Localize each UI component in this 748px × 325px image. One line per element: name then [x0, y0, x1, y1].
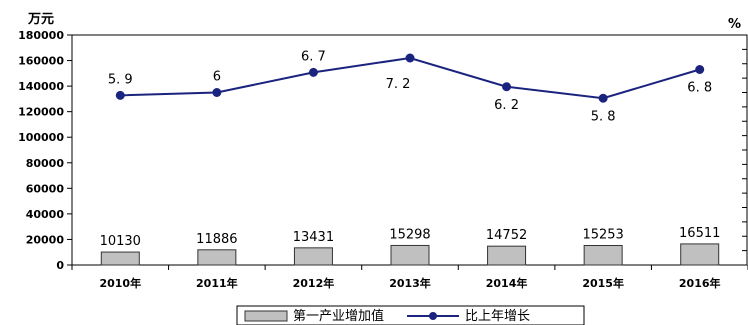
growth-data-label: 7. 2	[386, 77, 411, 92]
growth-data-label: 6	[213, 70, 221, 85]
legend-line-marker	[429, 312, 437, 320]
x-tick-label: 2015年	[582, 276, 624, 290]
y-tick-label: 60000	[26, 182, 65, 195]
y-tick-label: 20000	[26, 233, 65, 246]
growth-point	[502, 82, 512, 92]
growth-point	[598, 93, 608, 103]
x-tick-label: 2011年	[196, 276, 238, 290]
growth-data-label: 5. 8	[591, 109, 616, 124]
y-tick-label: 80000	[26, 157, 65, 170]
growth-data-label: 6. 2	[494, 98, 519, 113]
bar-data-label: 14752	[486, 228, 527, 243]
bar	[583, 245, 623, 266]
legend-bar-label: 第一产业增加值	[293, 308, 384, 324]
y-tick-label: 40000	[26, 208, 65, 221]
x-tick-label: 2012年	[293, 276, 335, 290]
bar	[487, 245, 527, 266]
legend: 第一产业增加值 比上年增长	[236, 305, 585, 325]
growth-point	[405, 53, 415, 63]
growth-point	[115, 90, 125, 100]
growth-data-label: 6. 8	[687, 81, 712, 96]
plot-area: 0 20000 40000 60000 80000 100000 120000 140000 1…	[18, 29, 748, 290]
bar	[390, 244, 430, 266]
bar-data-label: 16511	[679, 226, 720, 241]
growth-point	[212, 88, 222, 97]
bar	[100, 251, 140, 266]
growth-data-label: 5. 9	[108, 72, 133, 87]
growth-point	[695, 65, 705, 74]
bar-data-label: 15298	[389, 227, 430, 242]
bar	[293, 247, 333, 266]
bar-data-label: 10130	[100, 234, 141, 249]
y-tick-label: 100000	[18, 131, 64, 144]
bar	[197, 249, 237, 266]
y-tick-label: 160000	[18, 55, 64, 68]
bar	[680, 243, 720, 266]
x-tick-label: 2010年	[99, 276, 141, 290]
x-tick-label: 2013年	[389, 276, 431, 290]
x-tick-label: 2014年	[486, 276, 528, 290]
legend-bar-swatch	[244, 310, 288, 322]
growth-point	[308, 67, 318, 77]
y-axis-unit: 万元	[27, 12, 54, 27]
bar-data-label: 11886	[196, 232, 237, 247]
y2-axis-unit: %	[728, 17, 741, 32]
y-tick-label: 180000	[18, 29, 64, 42]
y-tick-label: 140000	[18, 80, 64, 93]
bar-data-label: 13431	[293, 230, 334, 245]
x-tick-label: 2016年	[679, 276, 721, 290]
bar-data-label: 15253	[582, 228, 623, 243]
y-tick-label: 0	[56, 259, 64, 272]
legend-line-label: 比上年增长	[465, 309, 530, 324]
y-tick-label: 120000	[18, 106, 64, 119]
growth-data-label: 6. 7	[301, 49, 326, 64]
